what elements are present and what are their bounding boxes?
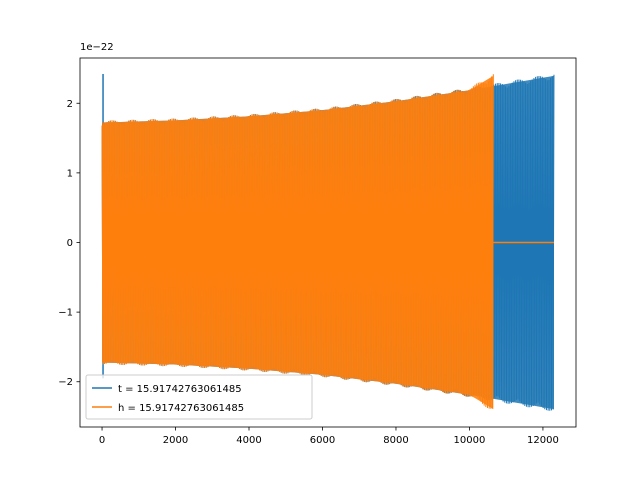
x-tick-label: 8000 bbox=[383, 435, 408, 446]
y-tick-label: −2 bbox=[58, 377, 73, 388]
legend-label-t: t = 15.91742763061485 bbox=[118, 384, 242, 395]
x-tick-label: 0 bbox=[99, 435, 105, 446]
y-axis: −2 −1 0 1 2 bbox=[58, 99, 80, 388]
x-tick-label: 12000 bbox=[527, 435, 559, 446]
legend: t = 15.91742763061485 h = 15.91742763061… bbox=[85, 374, 313, 420]
y-tick-label: 1 bbox=[67, 168, 73, 179]
legend-label-h: h = 15.91742763061485 bbox=[118, 403, 244, 414]
legend-box bbox=[85, 374, 313, 420]
y-offset-label: 1e−22 bbox=[80, 42, 114, 53]
x-axis: 0 2000 4000 6000 8000 10000 12000 bbox=[99, 427, 559, 446]
x-tick-label: 2000 bbox=[163, 435, 188, 446]
series-h bbox=[101, 74, 554, 410]
y-tick-label: 0 bbox=[67, 238, 73, 249]
x-tick-label: 6000 bbox=[310, 435, 335, 446]
y-tick-label: 2 bbox=[67, 99, 73, 110]
series-envelope bbox=[102, 75, 494, 410]
x-tick-label: 4000 bbox=[236, 435, 261, 446]
x-tick-label: 10000 bbox=[454, 435, 486, 446]
plot-area bbox=[101, 74, 555, 411]
y-tick-label: −1 bbox=[58, 308, 73, 319]
